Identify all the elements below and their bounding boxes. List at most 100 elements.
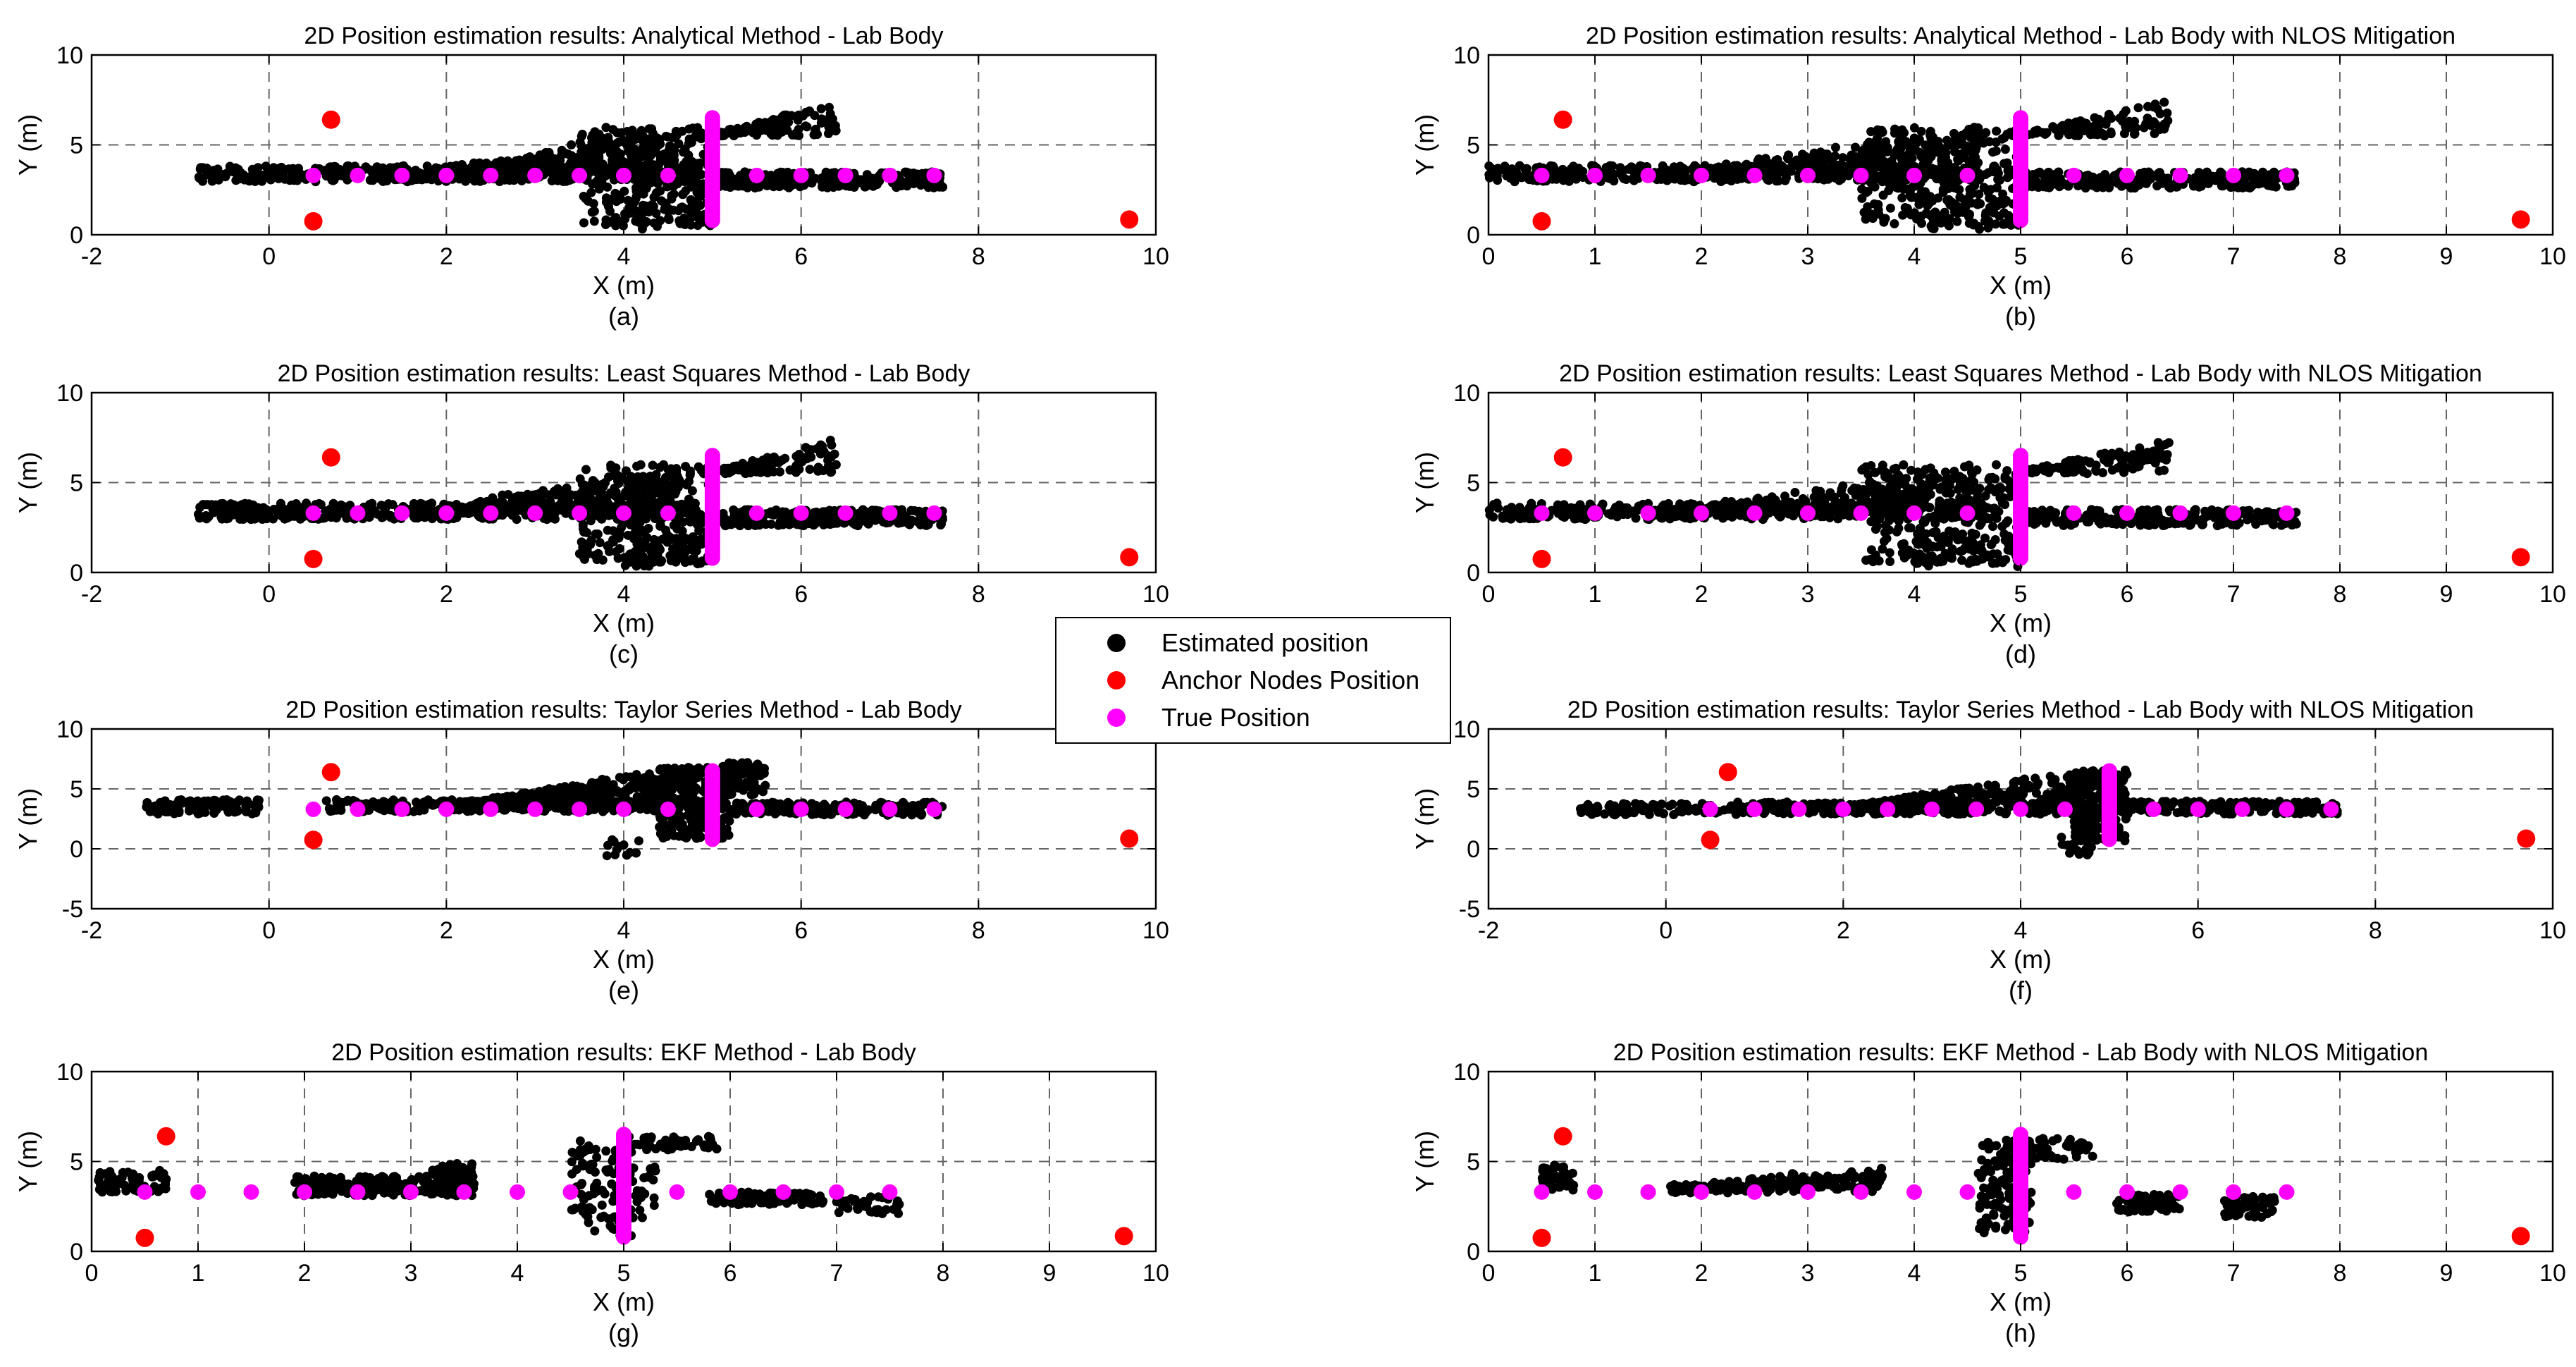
estimated-point bbox=[2004, 166, 2013, 176]
estimated-point bbox=[469, 500, 479, 510]
estimated-point bbox=[821, 181, 831, 191]
true-point bbox=[616, 505, 631, 521]
estimated-point bbox=[643, 524, 653, 533]
estimated-point bbox=[2098, 183, 2108, 192]
true-point bbox=[926, 167, 942, 183]
estimated-point bbox=[871, 175, 881, 185]
estimated-point bbox=[774, 128, 784, 137]
estimated-point bbox=[543, 156, 553, 166]
x-axis-label: X (m) bbox=[1990, 271, 2052, 300]
estimated-point bbox=[1930, 164, 1940, 174]
estimated-point bbox=[273, 504, 283, 513]
estimated-point bbox=[1512, 172, 1522, 182]
estimated-point bbox=[602, 217, 611, 227]
estimated-point bbox=[1894, 137, 1904, 147]
estimated-point bbox=[1927, 137, 1937, 147]
true-point bbox=[438, 505, 455, 521]
estimated-point bbox=[794, 465, 804, 474]
estimated-point bbox=[1847, 150, 1856, 160]
estimated-point bbox=[651, 209, 661, 219]
y-axis-label: Y (m) bbox=[13, 114, 42, 176]
estimated-point bbox=[770, 174, 780, 184]
estimated-point bbox=[598, 159, 608, 169]
estimated-point bbox=[588, 199, 598, 209]
estimated-point bbox=[644, 561, 654, 571]
true-point bbox=[1587, 167, 1603, 183]
estimated-point bbox=[240, 502, 250, 512]
estimated-point bbox=[628, 200, 638, 209]
estimated-point bbox=[2086, 173, 2096, 183]
estimated-point bbox=[740, 167, 750, 177]
estimated-point bbox=[827, 440, 837, 450]
true-point bbox=[305, 505, 321, 521]
estimated-point bbox=[1997, 134, 2007, 144]
estimated-point bbox=[653, 536, 663, 546]
estimated-point bbox=[1973, 200, 1983, 209]
estimated-point bbox=[665, 181, 674, 191]
estimated-point bbox=[548, 168, 557, 178]
y-tick-label: 10 bbox=[1453, 42, 1480, 69]
x-tick-label: 0 bbox=[1482, 243, 1496, 270]
estimated-point bbox=[421, 503, 431, 513]
estimated-point bbox=[326, 513, 336, 522]
estimated-point bbox=[558, 491, 568, 501]
estimated-point bbox=[688, 123, 698, 133]
estimated-point bbox=[620, 186, 629, 196]
estimated-point bbox=[2050, 177, 2060, 187]
estimated-point bbox=[775, 456, 785, 466]
x-tick-label: 1 bbox=[1589, 243, 1602, 270]
estimated-point bbox=[1493, 503, 1503, 513]
estimated-point bbox=[1623, 164, 1633, 174]
estimated-point bbox=[686, 554, 696, 564]
estimated-point bbox=[424, 166, 433, 176]
estimated-point bbox=[647, 200, 657, 209]
estimated-point bbox=[663, 492, 672, 502]
estimated-point bbox=[603, 182, 612, 192]
estimated-point bbox=[289, 172, 299, 182]
true-point bbox=[1694, 167, 1709, 183]
estimated-point bbox=[1870, 182, 1880, 192]
true-point bbox=[793, 167, 809, 183]
estimated-point bbox=[752, 466, 761, 476]
true-point bbox=[660, 167, 676, 183]
x-tick-label: -2 bbox=[81, 581, 102, 608]
estimated-point bbox=[855, 175, 865, 185]
estimated-point bbox=[1831, 160, 1841, 170]
y-tick-label: 5 bbox=[1467, 133, 1480, 159]
estimated-point bbox=[291, 164, 301, 174]
estimated-point bbox=[253, 163, 263, 173]
true-point bbox=[527, 167, 543, 183]
estimated-point bbox=[1975, 130, 1985, 140]
true-points bbox=[305, 110, 942, 228]
y-tick-label: 0 bbox=[1467, 222, 1480, 249]
estimated-point bbox=[1873, 157, 1882, 166]
x-tick-label: 2 bbox=[440, 581, 453, 608]
estimated-points bbox=[1484, 97, 2300, 234]
estimated-point bbox=[862, 510, 871, 520]
estimated-point bbox=[599, 490, 609, 500]
estimated-point bbox=[808, 515, 818, 525]
estimated-point bbox=[651, 474, 661, 484]
estimated-point bbox=[567, 140, 577, 149]
estimated-point bbox=[644, 124, 654, 134]
estimated-point bbox=[1603, 170, 1613, 180]
estimated-point bbox=[2215, 176, 2225, 186]
estimated-point bbox=[916, 173, 925, 183]
estimated-point bbox=[1753, 157, 1763, 166]
estimated-point bbox=[763, 460, 773, 470]
estimated-point bbox=[679, 544, 689, 554]
x-tick-label: 0 bbox=[262, 581, 276, 608]
estimated-point bbox=[750, 123, 759, 133]
estimated-point bbox=[852, 511, 862, 521]
subfigure-caption: (a) bbox=[608, 302, 639, 331]
true-point bbox=[1800, 167, 1816, 183]
estimated-point bbox=[734, 128, 744, 138]
estimated-points bbox=[194, 102, 948, 234]
subfigure-caption: (c) bbox=[609, 639, 639, 668]
subfigure-caption: (b) bbox=[2005, 302, 2036, 331]
true-point bbox=[438, 167, 455, 183]
estimated-point bbox=[641, 183, 651, 193]
estimated-point bbox=[456, 168, 466, 178]
estimated-point bbox=[1831, 142, 1840, 152]
estimated-point bbox=[513, 491, 523, 501]
